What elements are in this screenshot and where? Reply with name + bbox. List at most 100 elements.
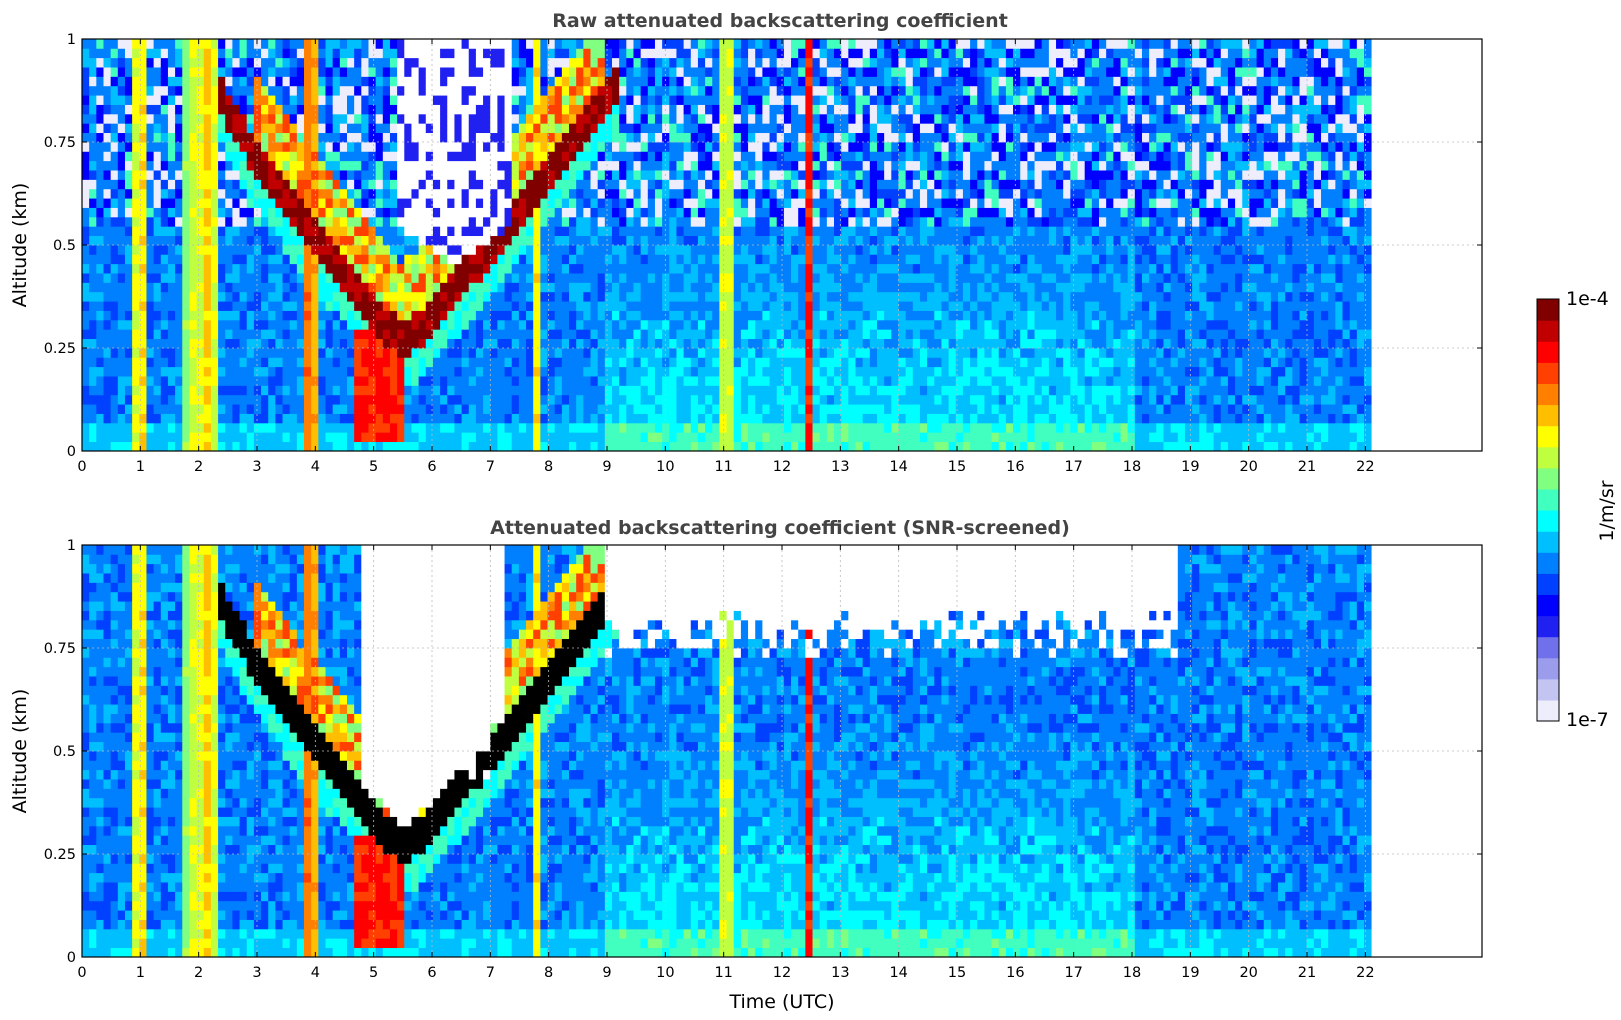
heatmap-cell (683, 394, 692, 405)
heatmap-cell (769, 254, 778, 265)
heatmap-cell (755, 123, 763, 134)
heatmap-cell (117, 432, 126, 443)
heatmap-cell (805, 48, 813, 59)
heatmap-cell (511, 207, 520, 218)
heatmap-cell (418, 282, 427, 293)
heatmap-cell (440, 245, 448, 255)
heatmap-cell (203, 142, 212, 152)
heatmap-cell (783, 413, 792, 424)
heatmap-cell (726, 151, 735, 162)
heatmap-cell (554, 441, 563, 452)
heatmap-cell (175, 39, 183, 49)
heatmap-cell (611, 198, 620, 208)
heatmap-cell (826, 357, 835, 368)
heatmap-cell (411, 273, 420, 283)
heatmap-cell (633, 226, 642, 237)
heatmap-cell (103, 57, 112, 68)
heatmap-cell (454, 226, 462, 237)
heatmap-cell (189, 216, 197, 227)
heatmap-cell (819, 432, 828, 443)
heatmap-cell (662, 366, 670, 377)
heatmap-cell (167, 413, 176, 424)
heatmap-cell (719, 404, 727, 414)
heatmap-cell (834, 95, 842, 105)
heatmap-cell (110, 357, 119, 368)
heatmap-cell (325, 254, 334, 265)
heatmap-cell (382, 67, 391, 77)
heatmap-cell (769, 235, 778, 246)
heatmap-cell (762, 57, 770, 68)
heatmap-cell (89, 104, 97, 115)
heatmap-cell (662, 235, 670, 246)
heatmap-cell (239, 273, 248, 283)
heatmap-cell (647, 57, 656, 68)
heatmap-cell (540, 357, 548, 368)
heatmap-cell (662, 245, 670, 255)
heatmap-cell (203, 376, 212, 386)
heatmap-cell (468, 338, 477, 349)
heatmap-cell (432, 188, 441, 199)
heatmap-cell (526, 432, 534, 443)
heatmap-cell (368, 357, 377, 368)
heatmap-cell (647, 404, 656, 414)
heatmap-cell (647, 273, 656, 283)
heatmap-cell (261, 385, 269, 396)
heatmap-cell (361, 216, 369, 227)
heatmap-cell (82, 216, 90, 227)
heatmap-cell (404, 441, 412, 452)
heatmap-cell (347, 198, 355, 208)
heatmap-cell (447, 85, 455, 96)
heatmap-cell (611, 48, 620, 59)
heatmap-cell (175, 329, 183, 340)
heatmap-cell (196, 151, 205, 162)
heatmap-cell (848, 57, 856, 68)
heatmap-cell (654, 142, 663, 152)
heatmap-cell (160, 57, 169, 68)
heatmap-cell (167, 151, 176, 162)
heatmap-cell (511, 348, 520, 358)
heatmap-cell (812, 57, 821, 68)
heatmap-cell (798, 329, 806, 340)
heatmap-cell (483, 348, 491, 358)
heatmap-cell (533, 179, 541, 190)
heatmap-cell (726, 385, 735, 396)
heatmap-cell (418, 394, 427, 405)
heatmap-cell (132, 385, 140, 396)
heatmap-cell (146, 160, 155, 171)
heatmap-cell (719, 123, 727, 134)
heatmap-cell (96, 216, 104, 227)
heatmap-cell (347, 76, 355, 87)
heatmap-cell (511, 132, 520, 143)
heatmap-cell (654, 413, 663, 424)
heatmap-cell (569, 226, 577, 237)
heatmap-cell (160, 348, 169, 358)
heatmap-cell (826, 329, 835, 340)
heatmap-cell (404, 329, 412, 340)
heatmap-cell (826, 95, 835, 105)
heatmap-cell (590, 235, 599, 246)
heatmap-cell (604, 291, 613, 302)
heatmap-cell (89, 95, 97, 105)
heatmap-cell (762, 245, 770, 255)
heatmap-cell (490, 207, 498, 218)
heatmap-cell (160, 441, 169, 452)
heatmap-cell (526, 235, 534, 246)
heatmap-cell (96, 376, 104, 386)
heatmap-cell (855, 329, 864, 340)
heatmap-cell (253, 319, 262, 330)
heatmap-cell (182, 132, 190, 143)
heatmap-cell (712, 188, 720, 199)
heatmap-cell (454, 263, 462, 274)
heatmap-cell (461, 404, 470, 414)
heatmap-cell (848, 113, 856, 124)
heatmap-cell (483, 170, 491, 180)
heatmap-cell (619, 376, 627, 386)
heatmap-cell (576, 348, 584, 358)
heatmap-cell (361, 76, 369, 87)
heatmap-cell (296, 76, 305, 87)
heatmap-cell (561, 291, 570, 302)
heatmap-cell (432, 179, 441, 190)
heatmap-cell (253, 39, 262, 49)
heatmap-cell (812, 441, 821, 452)
heatmap-cell (683, 329, 692, 340)
